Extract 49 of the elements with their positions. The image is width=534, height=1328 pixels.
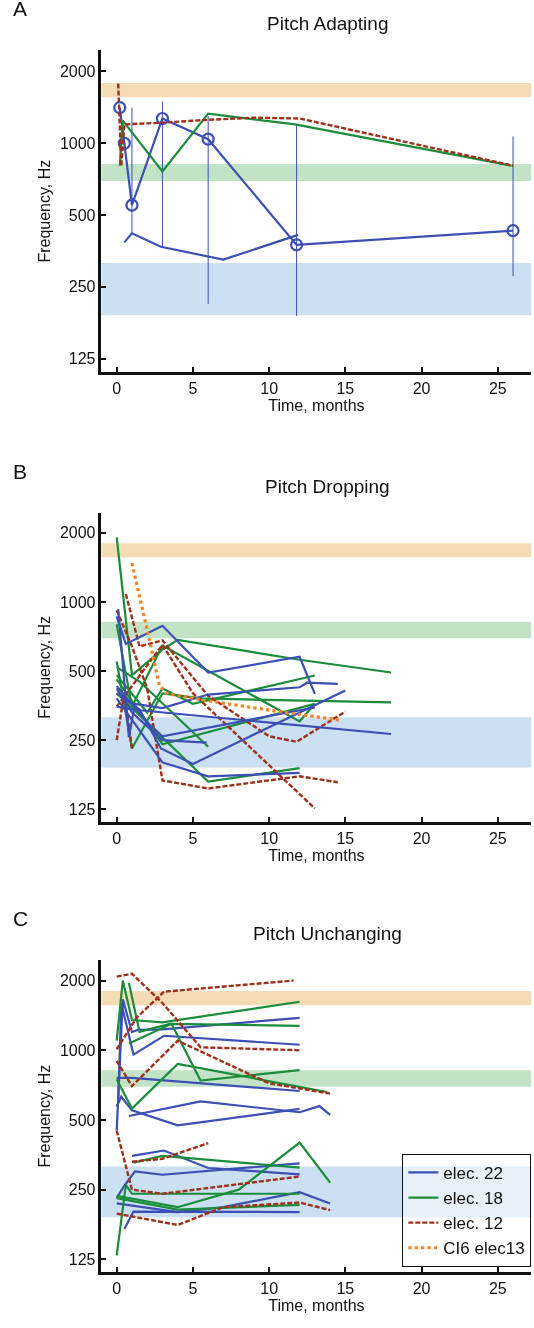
x-tick-label: 25 <box>488 1280 507 1298</box>
legend-label: elec. 12 <box>443 1214 503 1234</box>
x-axis-title: Time, months <box>268 1297 365 1315</box>
legend-label: elec. 18 <box>443 1189 503 1209</box>
y-tick-label: 250 <box>68 1181 96 1199</box>
chart-title: Pitch Dropping <box>265 476 390 497</box>
chart-title: Pitch Adapting <box>267 13 389 34</box>
x-tick-label: 20 <box>412 379 431 397</box>
x-tick-label: 10 <box>260 379 279 397</box>
x-tick-label: 5 <box>188 829 198 847</box>
x-tick-label: 10 <box>260 1280 279 1298</box>
y-tick-label: 500 <box>68 206 96 224</box>
x-tick-label: 15 <box>336 379 355 397</box>
y-tick-label: 500 <box>68 662 96 680</box>
y-tick-label: 2000 <box>59 524 96 542</box>
y-tick-label: 250 <box>68 278 96 296</box>
x-tick-label: 0 <box>112 829 122 847</box>
legend-label: elec. 22 <box>443 1164 503 1184</box>
y-axis-title: Frequency, Hz <box>35 1064 53 1168</box>
y-tick-label: 1000 <box>59 134 96 152</box>
x-tick-label: 25 <box>488 379 507 397</box>
x-axis-title: Time, months <box>268 846 365 864</box>
x-tick-label: 5 <box>188 379 198 397</box>
x-axis-title: Time, months <box>268 396 365 414</box>
x-tick-label: 0 <box>112 379 122 397</box>
x-tick-label: 25 <box>488 829 507 847</box>
x-tick-label: 5 <box>188 1280 198 1298</box>
chart-title: Pitch Unchanging <box>253 923 402 944</box>
x-tick-label: 0 <box>112 1280 122 1298</box>
legend-label: CI6 elec13 <box>443 1239 525 1259</box>
text: B <box>13 460 28 483</box>
y-tick-label: 1000 <box>59 1041 96 1059</box>
y-axis-title: Frequency, Hz <box>35 615 53 719</box>
x-tick-label: 20 <box>412 829 431 847</box>
y-tick-label: 250 <box>68 731 96 749</box>
x-tick-label: 15 <box>336 829 355 847</box>
y-axis-title: Frequency, Hz <box>35 159 53 263</box>
x-tick-label: 10 <box>260 829 279 847</box>
x-tick-label: 15 <box>336 1280 355 1298</box>
y-tick-label: 125 <box>68 1250 96 1268</box>
text: C <box>13 907 29 930</box>
y-tick-label: 125 <box>68 800 96 818</box>
y-tick-label: 1000 <box>59 593 96 611</box>
y-tick-label: 2000 <box>59 972 96 990</box>
y-tick-label: 500 <box>68 1111 96 1129</box>
x-tick-label: 20 <box>412 1280 431 1298</box>
y-tick-label: 2000 <box>59 63 96 81</box>
y-tick-label: 125 <box>68 350 96 368</box>
text: A <box>13 0 28 20</box>
